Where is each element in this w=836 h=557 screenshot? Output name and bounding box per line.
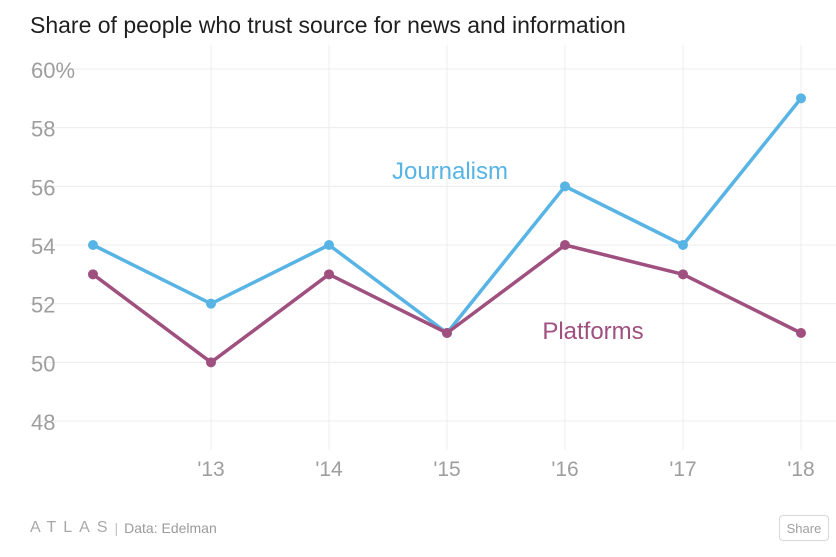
y-tick-label: 54 bbox=[31, 234, 55, 259]
series-label-layer: Journalism Platforms bbox=[392, 158, 644, 345]
series-label-journalism: Journalism bbox=[392, 158, 508, 185]
data-point-platforms bbox=[560, 240, 570, 250]
series-layer bbox=[88, 93, 806, 368]
data-point-platforms bbox=[796, 328, 806, 338]
chart-title: Share of people who trust source for new… bbox=[30, 12, 626, 38]
x-tick-label: '18 bbox=[787, 458, 814, 481]
footer-separator: | bbox=[114, 520, 119, 536]
data-point-platforms bbox=[442, 328, 452, 338]
y-tick-label: 56 bbox=[31, 175, 55, 200]
data-point-journalism bbox=[88, 240, 98, 250]
line-chart: 60% 58 56 54 52 50 48 '13 '14 '15 '16 '17 '18 Journa… bbox=[30, 45, 836, 481]
data-point-journalism bbox=[324, 240, 334, 250]
x-tick-label: '15 bbox=[433, 458, 460, 481]
data-point-platforms bbox=[88, 269, 98, 280]
x-tick-label: '13 bbox=[197, 458, 224, 481]
atlas-logo[interactable]: ATLAS bbox=[30, 519, 115, 536]
data-point-platforms bbox=[324, 269, 334, 280]
data-point-journalism bbox=[560, 181, 570, 192]
y-tick-label: 48 bbox=[31, 410, 55, 435]
grid-layer bbox=[30, 45, 836, 450]
footer: ATLAS | Data: Edelman bbox=[30, 519, 217, 537]
y-tick-label: 58 bbox=[31, 117, 55, 142]
data-point-platforms bbox=[678, 269, 688, 280]
series-label-platforms: Platforms bbox=[542, 318, 643, 345]
data-source: Data: Edelman bbox=[124, 520, 217, 536]
share-button[interactable]: Share bbox=[779, 515, 829, 541]
axis-layer: 60% 58 56 54 52 50 48 '13 '14 '15 '16 '17 '18 bbox=[31, 58, 815, 481]
data-point-journalism bbox=[796, 93, 806, 104]
y-tick-label: 52 bbox=[31, 293, 55, 318]
x-tick-label: '16 bbox=[551, 458, 578, 481]
y-tick-label: 50 bbox=[31, 351, 55, 376]
data-point-journalism bbox=[206, 298, 216, 309]
y-tick-label: 60% bbox=[31, 58, 75, 83]
data-point-platforms bbox=[206, 357, 216, 368]
data-point-journalism bbox=[678, 240, 688, 250]
x-tick-label: '14 bbox=[315, 458, 343, 481]
x-tick-label: '17 bbox=[669, 458, 696, 481]
